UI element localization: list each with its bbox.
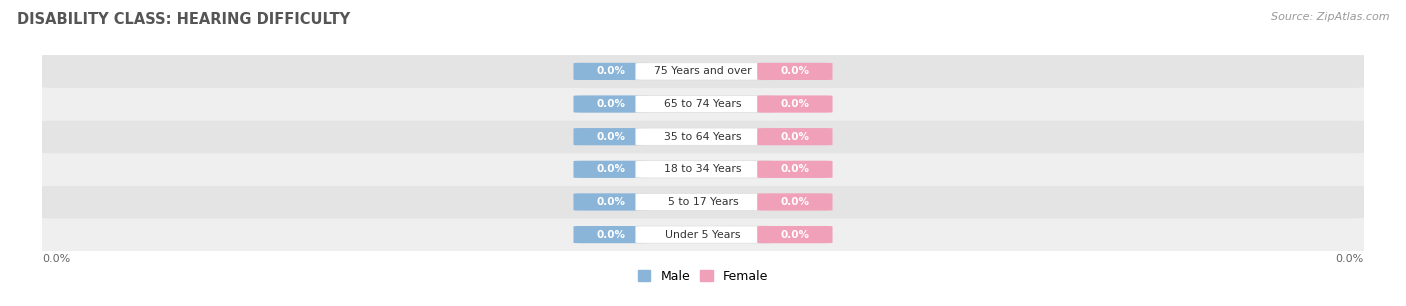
FancyBboxPatch shape: [35, 153, 1371, 186]
Text: 0.0%: 0.0%: [596, 230, 626, 240]
Text: 0.0%: 0.0%: [596, 99, 626, 109]
FancyBboxPatch shape: [636, 226, 770, 243]
FancyBboxPatch shape: [636, 128, 770, 145]
FancyBboxPatch shape: [636, 95, 770, 113]
Text: 65 to 74 Years: 65 to 74 Years: [664, 99, 742, 109]
FancyBboxPatch shape: [574, 161, 648, 178]
FancyBboxPatch shape: [758, 128, 832, 145]
Text: 0.0%: 0.0%: [596, 197, 626, 207]
FancyBboxPatch shape: [35, 120, 1371, 153]
FancyBboxPatch shape: [636, 161, 770, 178]
Text: 0.0%: 0.0%: [780, 66, 810, 76]
FancyBboxPatch shape: [574, 95, 648, 113]
Legend: Male, Female: Male, Female: [633, 265, 773, 288]
Text: 0.0%: 0.0%: [780, 99, 810, 109]
Text: 0.0%: 0.0%: [596, 132, 626, 142]
FancyBboxPatch shape: [35, 218, 1371, 251]
Text: 5 to 17 Years: 5 to 17 Years: [668, 197, 738, 207]
FancyBboxPatch shape: [574, 128, 648, 145]
FancyBboxPatch shape: [758, 161, 832, 178]
Text: 0.0%: 0.0%: [780, 230, 810, 240]
Text: 75 Years and over: 75 Years and over: [654, 66, 752, 76]
Text: 0.0%: 0.0%: [596, 66, 626, 76]
Text: 35 to 64 Years: 35 to 64 Years: [664, 132, 742, 142]
FancyBboxPatch shape: [35, 88, 1371, 121]
FancyBboxPatch shape: [574, 63, 648, 80]
FancyBboxPatch shape: [35, 55, 1371, 88]
Text: 0.0%: 0.0%: [596, 164, 626, 174]
Text: 0.0%: 0.0%: [1336, 254, 1364, 263]
FancyBboxPatch shape: [758, 193, 832, 211]
Text: 0.0%: 0.0%: [780, 164, 810, 174]
Text: 18 to 34 Years: 18 to 34 Years: [664, 164, 742, 174]
Text: 0.0%: 0.0%: [42, 254, 70, 263]
FancyBboxPatch shape: [758, 226, 832, 243]
FancyBboxPatch shape: [636, 193, 770, 211]
FancyBboxPatch shape: [636, 63, 770, 80]
Text: Under 5 Years: Under 5 Years: [665, 230, 741, 240]
FancyBboxPatch shape: [574, 193, 648, 211]
Text: DISABILITY CLASS: HEARING DIFFICULTY: DISABILITY CLASS: HEARING DIFFICULTY: [17, 12, 350, 27]
FancyBboxPatch shape: [758, 63, 832, 80]
FancyBboxPatch shape: [35, 185, 1371, 218]
FancyBboxPatch shape: [574, 226, 648, 243]
FancyBboxPatch shape: [758, 95, 832, 113]
Text: Source: ZipAtlas.com: Source: ZipAtlas.com: [1271, 12, 1389, 22]
Text: 0.0%: 0.0%: [780, 197, 810, 207]
Text: 0.0%: 0.0%: [780, 132, 810, 142]
